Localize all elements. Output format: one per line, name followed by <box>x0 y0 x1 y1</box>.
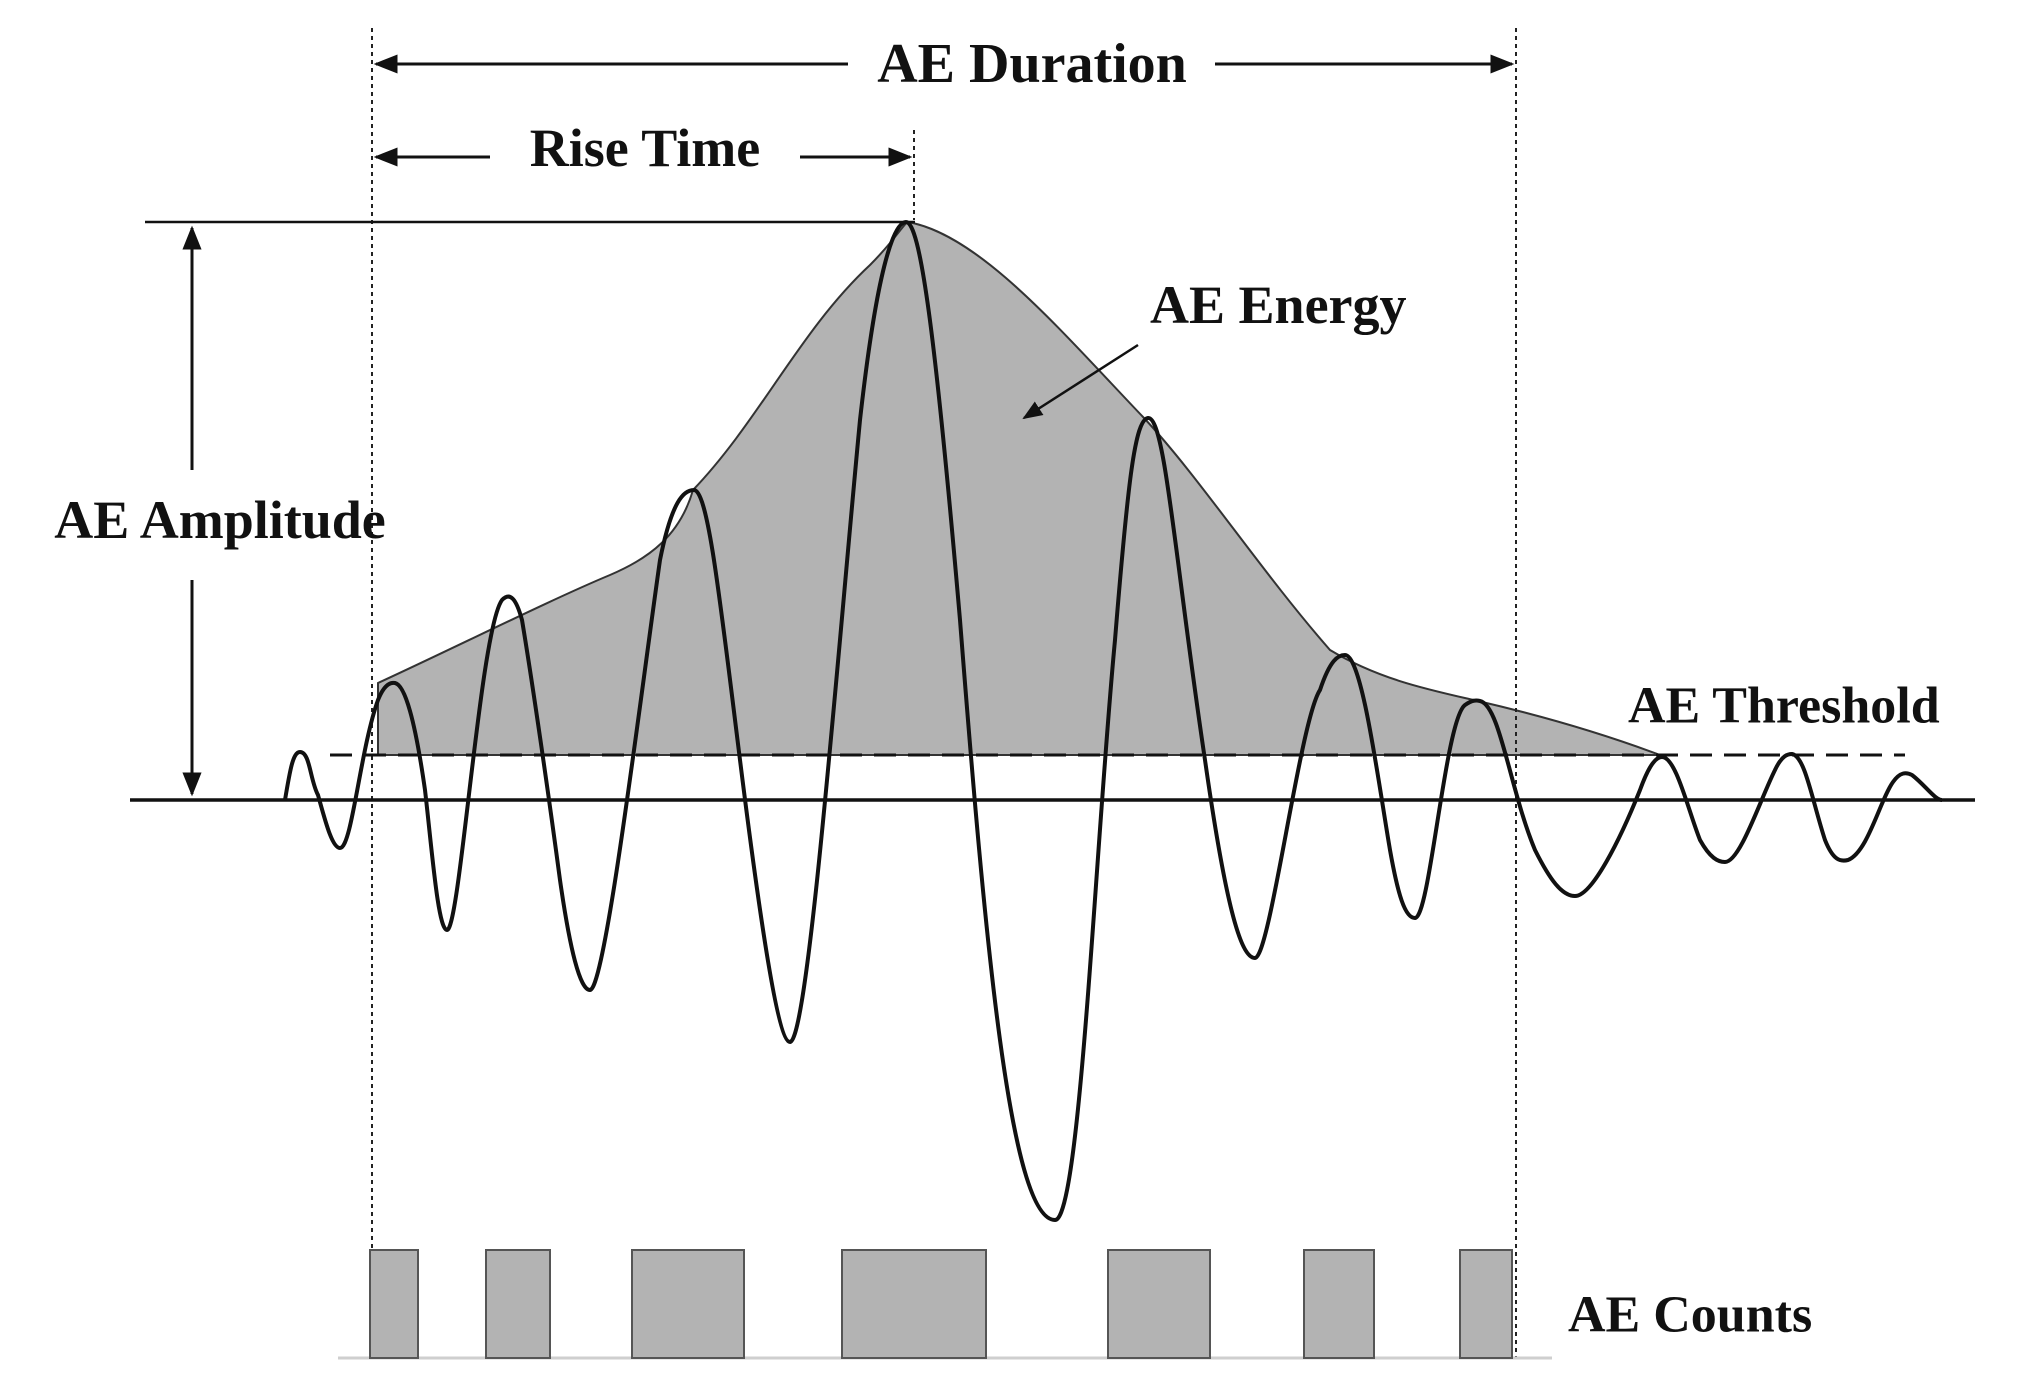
count-pulse <box>1459 1249 1513 1359</box>
rise-time-dimension: Rise Time <box>373 118 913 178</box>
count-pulse <box>1303 1249 1375 1359</box>
amplitude-label: AE Amplitude <box>54 490 386 550</box>
count-pulse <box>631 1249 745 1359</box>
threshold-label: AE Threshold <box>1628 678 1940 735</box>
counts-label: AE Counts <box>1568 1287 1812 1344</box>
energy-envelope-area <box>377 220 1661 756</box>
energy-callout: AE Energy <box>1022 275 1407 420</box>
count-pulse <box>485 1249 551 1359</box>
duration-dimension: AE Duration <box>373 33 1515 95</box>
rise-time-label: Rise Time <box>530 118 761 178</box>
count-pulse <box>369 1249 419 1359</box>
counts-pulses <box>338 1249 1552 1360</box>
duration-label: AE Duration <box>877 33 1187 95</box>
energy-label: AE Energy <box>1150 275 1407 335</box>
amplitude-dimension: AE Amplitude <box>54 225 386 797</box>
energy-pointer-arrow <box>1022 343 1139 420</box>
count-pulse <box>1107 1249 1211 1359</box>
count-pulse <box>841 1249 987 1359</box>
ae-waveform <box>283 220 1943 1222</box>
